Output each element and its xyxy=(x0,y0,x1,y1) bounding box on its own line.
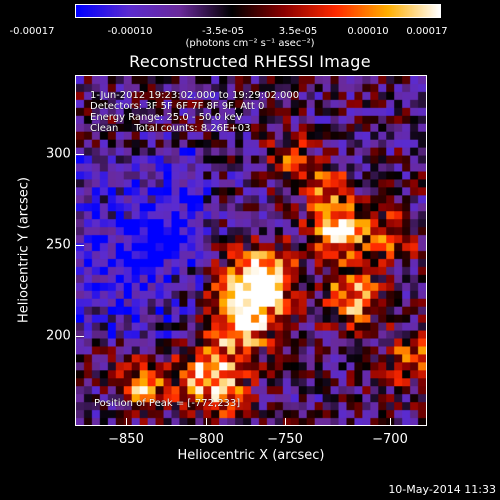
image-plot: 1-Jun-2012 19:23:02.000 to 19:29:02.000 … xyxy=(75,75,427,426)
x-tick-label: −750 xyxy=(267,432,303,447)
colorbar-tick-label: 0.00010 xyxy=(347,26,389,37)
x-tick-mark xyxy=(206,418,207,426)
x-tick-label: −700 xyxy=(372,432,408,447)
timestamp: 10-May-2014 11:33 xyxy=(388,483,496,496)
image-title: Reconstructed RHESSI Image xyxy=(129,52,371,71)
y-tick-mark xyxy=(76,336,84,337)
x-tick-mark xyxy=(285,418,286,426)
info-energy-range: Energy Range: 25.0 - 50.0 keV xyxy=(90,112,243,123)
colorbar-tick-label: 3.5e-05 xyxy=(278,26,318,37)
colorbar xyxy=(75,4,441,18)
rhessi-heatmap xyxy=(76,76,426,425)
colorbar-tick-label: -0.00010 xyxy=(107,26,153,37)
y-axis-label: Heliocentric Y (arcsec) xyxy=(16,177,32,323)
x-tick-mark xyxy=(390,418,391,426)
info-detectors: Detectors: 3F 5F 6F 7F 8F 9F, Att 0 xyxy=(90,101,265,112)
colorbar-tick-label: -0.00017 xyxy=(9,26,55,37)
x-tick-label: −850 xyxy=(108,432,144,447)
colorbar-tick-label: -3.5e-05 xyxy=(202,26,244,37)
y-tick-mark xyxy=(76,154,84,155)
colorbar-tick-label: 0.00017 xyxy=(406,26,448,37)
info-time-range: 1-Jun-2012 19:23:02.000 to 19:29:02.000 xyxy=(90,90,300,101)
info-clean-counts: Clean Total counts: 8.26E+03 xyxy=(90,123,251,134)
y-tick-mark xyxy=(76,245,84,246)
y-tick-label: 200 xyxy=(46,328,71,344)
y-tick-label: 300 xyxy=(46,146,71,162)
x-axis-label: Heliocentric X (arcsec) xyxy=(177,448,325,463)
x-tick-mark xyxy=(126,418,127,426)
info-peak-position: Position of Peak = [-772,233] xyxy=(94,398,241,409)
x-tick-label: −800 xyxy=(188,432,224,447)
y-tick-label: 250 xyxy=(46,237,71,253)
colorbar-units: (photons cm⁻² s⁻¹ asec⁻²) xyxy=(185,38,315,49)
